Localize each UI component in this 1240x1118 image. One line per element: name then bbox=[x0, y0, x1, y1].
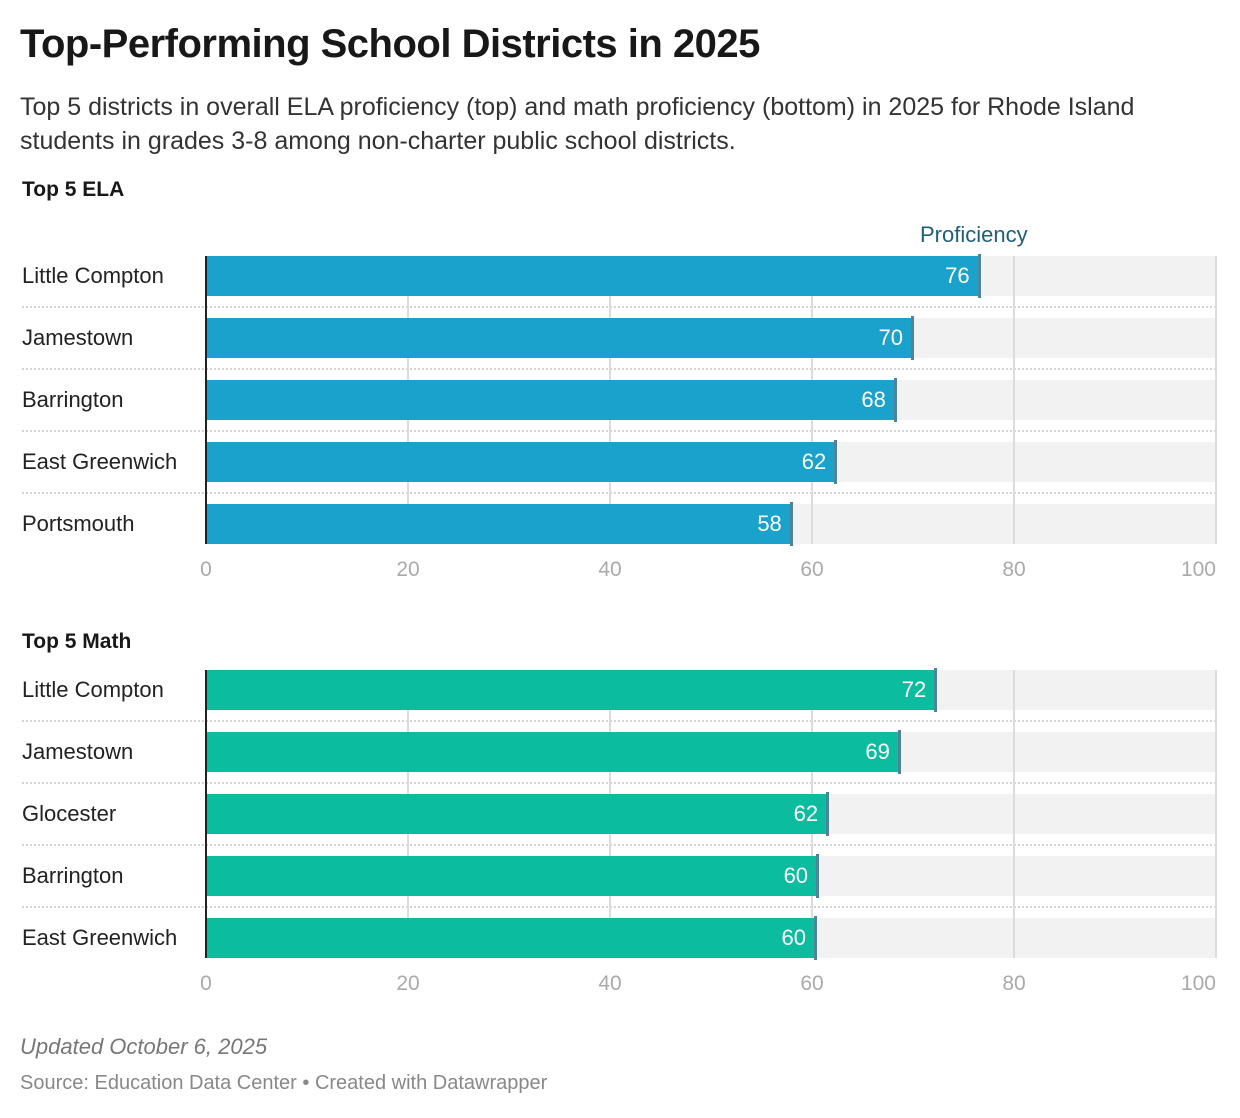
gridline bbox=[1013, 256, 1015, 544]
row-separator bbox=[22, 720, 1216, 722]
bar-end-marker bbox=[814, 916, 818, 960]
bar-value-label: 60 bbox=[783, 863, 809, 888]
x-tick-label: 20 bbox=[396, 558, 420, 581]
bar-value-label: 72 bbox=[901, 677, 927, 702]
bar bbox=[206, 670, 937, 710]
row-label: Jamestown bbox=[22, 325, 134, 350]
gridline bbox=[1013, 670, 1015, 958]
column-header: Proficiency bbox=[920, 222, 1028, 247]
x-tick-label: 80 bbox=[1002, 972, 1026, 995]
bar bbox=[206, 380, 896, 420]
bar bbox=[206, 856, 819, 896]
row-separator bbox=[22, 492, 1216, 494]
x-tick-label: 100 bbox=[1180, 558, 1216, 581]
source-line: Source: Education Data Center • Created … bbox=[20, 1072, 548, 1094]
row-label: Barrington bbox=[22, 387, 124, 412]
bar bbox=[206, 442, 837, 482]
x-tick-label: 0 bbox=[200, 972, 212, 995]
y-axis-line bbox=[205, 670, 207, 958]
section-title: Top 5 Math bbox=[22, 630, 132, 653]
bar-value-label: 76 bbox=[945, 263, 970, 288]
bar bbox=[206, 918, 817, 958]
section-title: Top 5 ELA bbox=[22, 178, 125, 201]
bar bbox=[206, 794, 829, 834]
row-separator bbox=[22, 430, 1216, 432]
x-tick-label: 40 bbox=[598, 972, 622, 995]
row-label: Little Compton bbox=[22, 677, 164, 702]
row-label: Little Compton bbox=[22, 263, 164, 288]
bar-end-marker bbox=[893, 378, 897, 422]
gridline bbox=[1215, 256, 1217, 544]
row-separator bbox=[22, 844, 1216, 846]
row-label: Portsmouth bbox=[22, 511, 135, 536]
x-tick-label: 0 bbox=[200, 558, 212, 581]
x-tick-label: 80 bbox=[1002, 558, 1026, 581]
bar-value-label: 62 bbox=[801, 449, 827, 474]
x-tick-label: 20 bbox=[396, 972, 420, 995]
bar-end-marker bbox=[816, 854, 820, 898]
bar-end-marker bbox=[789, 502, 793, 546]
gridline bbox=[1215, 670, 1217, 958]
bar bbox=[206, 318, 913, 358]
bar-end-marker bbox=[934, 668, 938, 712]
bar bbox=[206, 732, 900, 772]
x-tick-label: 60 bbox=[800, 972, 824, 995]
bar-end-marker bbox=[977, 254, 981, 298]
y-axis-line bbox=[205, 256, 207, 544]
chart-title: Top-Performing School Districts in 2025 bbox=[20, 22, 760, 66]
x-tick-label: 40 bbox=[598, 558, 622, 581]
bar-end-marker bbox=[834, 440, 838, 484]
x-tick-label: 100 bbox=[1180, 972, 1216, 995]
updated-note: Updated October 6, 2025 bbox=[20, 1034, 268, 1059]
row-label: Barrington bbox=[22, 863, 124, 888]
chart-subtitle: Top 5 districts in overall ELA proficien… bbox=[20, 93, 1135, 155]
bar-value-label: 70 bbox=[878, 325, 903, 350]
row-label: East Greenwich bbox=[22, 449, 178, 474]
bar-end-marker bbox=[911, 316, 914, 360]
bar bbox=[206, 504, 792, 544]
bar-end-marker bbox=[897, 730, 901, 774]
bar-value-label: 58 bbox=[757, 511, 782, 536]
bar-value-label: 69 bbox=[865, 739, 890, 764]
bar bbox=[206, 256, 980, 296]
row-separator bbox=[22, 368, 1216, 370]
row-label: Jamestown bbox=[22, 739, 134, 764]
row-separator bbox=[22, 306, 1216, 308]
row-label: Glocester bbox=[22, 801, 117, 826]
bar-end-marker bbox=[826, 792, 830, 836]
bar-value-label: 68 bbox=[861, 387, 886, 412]
row-separator bbox=[22, 906, 1216, 908]
row-separator bbox=[22, 782, 1216, 784]
x-tick-label: 60 bbox=[800, 558, 824, 581]
row-label: East Greenwich bbox=[22, 925, 178, 950]
bar-value-label: 60 bbox=[781, 925, 807, 950]
bar-value-label: 62 bbox=[793, 801, 819, 826]
